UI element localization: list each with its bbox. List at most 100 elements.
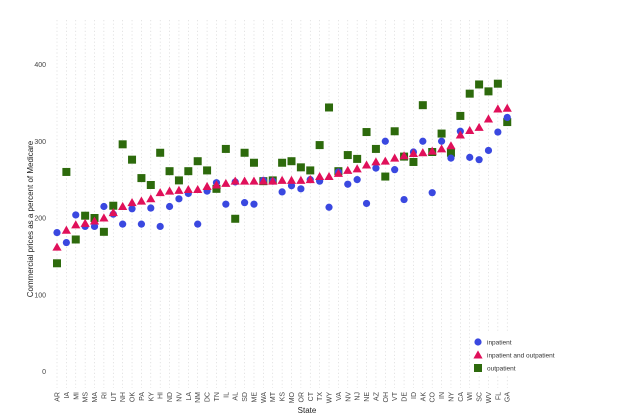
outpatient-point — [240, 148, 249, 157]
outpatient-point — [174, 176, 183, 185]
outpatient-point — [81, 211, 90, 220]
inpatient-point — [62, 238, 70, 247]
x-tick-label: WV — [486, 392, 493, 404]
inpatient-point — [466, 153, 474, 161]
inpatient-point — [494, 128, 502, 136]
outpatient-point — [203, 166, 212, 175]
inpatient-and-outpatient-point — [324, 171, 334, 181]
inpatient-point — [475, 156, 483, 164]
outpatient-point — [465, 89, 474, 98]
outpatient-point — [146, 180, 155, 189]
legend: inpatient inpatient and outpatient outpati… — [470, 333, 562, 375]
inpatient-point — [484, 146, 493, 155]
legend-label: outpatient — [487, 365, 516, 372]
x-tick-label: UT — [111, 391, 118, 401]
inpatient-point — [503, 113, 511, 122]
inpatient-and-outpatient-point — [436, 144, 447, 153]
x-tick-label: AZ — [373, 391, 380, 401]
y-tick-label: 400 — [34, 62, 46, 69]
inpatient-and-outpatient-point — [474, 122, 484, 131]
outpatient-point — [315, 141, 324, 150]
x-tick-label: IA — [64, 392, 71, 399]
inpatient-and-outpatient-point — [174, 185, 184, 194]
inpatient-point — [419, 137, 427, 145]
inpatient-point — [362, 199, 371, 208]
inpatient-point — [241, 199, 249, 207]
inpatient-point — [250, 200, 258, 208]
x-tick-label: MS — [83, 392, 90, 403]
x-tick-label: MA — [92, 392, 99, 403]
inpatient-and-outpatient-point — [361, 160, 372, 169]
x-tick-label: RI — [101, 392, 108, 399]
inpatient-and-outpatient-point — [427, 146, 437, 155]
y-tick-label: 0 — [42, 369, 46, 376]
x-tick-label: VA — [336, 392, 343, 401]
y-axis-title: Commercial prices as a percent of Medica… — [26, 140, 35, 297]
x-tick-label: LA — [186, 392, 193, 401]
outpatient-point — [418, 101, 427, 110]
inpatient-and-outpatient-point — [146, 194, 156, 203]
gridlines — [56, 20, 508, 388]
outpatient-point — [493, 79, 502, 88]
inpatient-and-outpatient-point — [315, 171, 325, 181]
x-tick-label: NE — [364, 392, 371, 402]
x-tick-label: NV — [176, 392, 183, 402]
x-tick-label: MI — [73, 392, 80, 400]
x-tick-label: CA — [458, 392, 465, 402]
x-tick-label: SC — [477, 392, 484, 402]
inpatient-and-outpatient-point — [249, 176, 259, 185]
x-tick-label: AK — [420, 392, 427, 402]
x-tick-label: PA — [139, 392, 146, 401]
outpatient-point — [99, 227, 108, 236]
inpatient-and-outpatient-point — [277, 175, 287, 184]
inpatient-and-outpatient-point — [343, 165, 353, 174]
x-tick-label: WI — [467, 392, 474, 401]
inpatient-and-outpatient-point — [268, 176, 278, 185]
x-tick-label: OK — [130, 392, 137, 402]
outpatient-point — [381, 172, 390, 181]
inpatient-and-outpatient-point — [380, 156, 390, 165]
outpatient-point — [118, 140, 127, 149]
outpatient-point — [212, 184, 221, 193]
x-tick-label: GA — [505, 392, 512, 402]
x-tick-label: DE — [402, 392, 409, 402]
outpatient-point — [62, 167, 71, 176]
y-axis-ticks: 0 100 200 300 400 — [34, 62, 46, 376]
x-tick-label: FL — [495, 392, 502, 400]
inpatient-point — [353, 176, 361, 184]
inpatient-and-outpatient-point — [118, 201, 128, 210]
inpatient-and-outpatient-point — [333, 168, 343, 177]
x-tick-label: AR — [55, 392, 62, 402]
outpatient-point — [71, 235, 80, 244]
inpatient-and-outpatient-point — [446, 141, 456, 150]
data-points — [52, 79, 512, 268]
outpatient-point — [156, 148, 165, 157]
y-tick-label: 100 — [34, 292, 46, 299]
x-tick-label: CO — [430, 391, 437, 402]
inpatient-and-outpatient-point — [455, 130, 465, 139]
inpatient-and-outpatient-point — [193, 185, 203, 194]
outpatient-point — [306, 166, 315, 175]
legend-marker — [474, 364, 482, 372]
inpatient-and-outpatient-point — [211, 180, 222, 189]
inpatient-and-outpatient-point — [502, 103, 512, 112]
x-tick-label: HI — [158, 392, 165, 399]
x-tick-label: OR — [298, 392, 305, 403]
inpatient-point — [381, 137, 389, 145]
inpatient-and-outpatient-point — [352, 164, 362, 173]
inpatient-and-outpatient-point — [465, 125, 475, 134]
legend-marker — [473, 350, 483, 359]
outpatient-point — [371, 144, 380, 153]
inpatient-and-outpatient-point — [399, 151, 409, 160]
x-tick-label: TX — [317, 392, 324, 401]
outpatient-point — [278, 158, 287, 167]
inpatient-and-outpatient-point — [296, 175, 306, 184]
inpatient-point — [391, 166, 399, 174]
inpatient-and-outpatient-point — [286, 175, 297, 184]
x-tick-label: WA — [261, 392, 268, 403]
inpatient-and-outpatient-point — [61, 225, 71, 234]
inpatient-and-outpatient-point — [240, 176, 250, 185]
inpatient-and-outpatient-point — [221, 178, 231, 187]
x-tick-label: IL — [223, 392, 230, 398]
inpatient-point — [128, 205, 136, 213]
